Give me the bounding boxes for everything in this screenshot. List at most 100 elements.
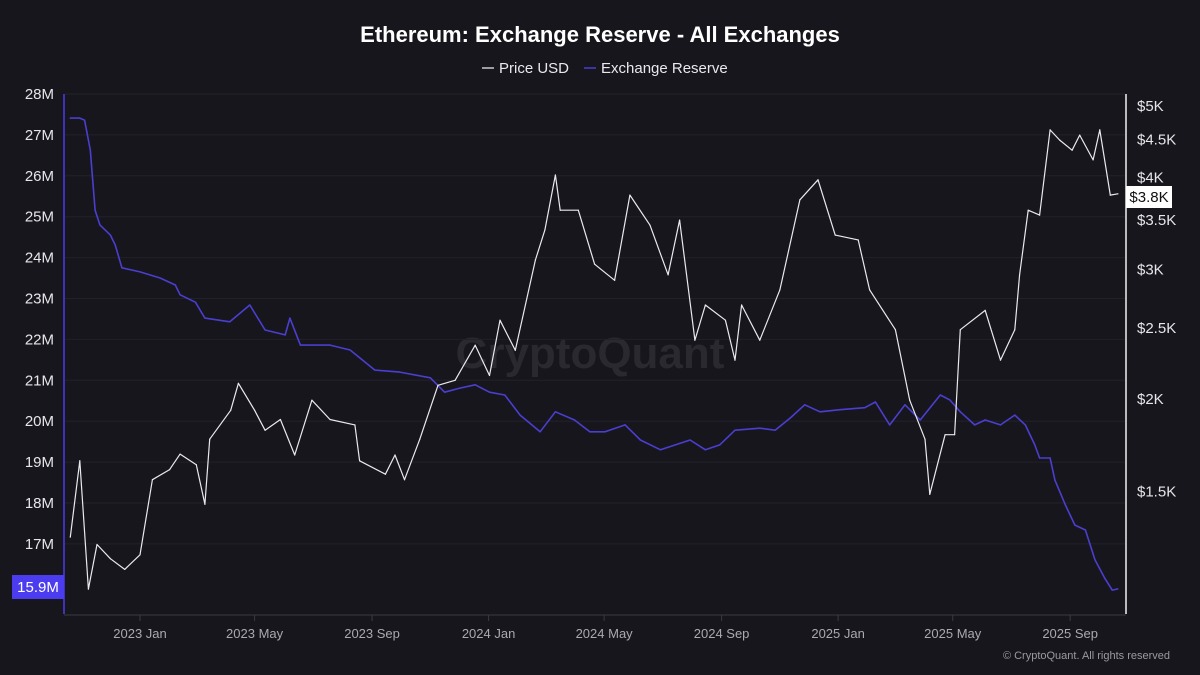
right-tick-label: $3.5K — [1137, 212, 1176, 229]
price-point — [929, 493, 931, 495]
reserve-point — [1094, 559, 1096, 561]
price-point — [667, 274, 669, 276]
legend: Price USD Exchange Reserve — [482, 60, 728, 77]
reserve-point — [264, 329, 266, 331]
price-point — [169, 469, 171, 471]
reserve-point — [488, 391, 491, 393]
price-point — [139, 554, 141, 556]
reserve-point — [1111, 589, 1113, 591]
reserve-point — [874, 401, 877, 403]
price-point — [1117, 193, 1119, 195]
reserve-point — [819, 411, 821, 413]
reserve-point — [289, 317, 291, 319]
x-axis: 2023 Jan 2023 May 2023 Sep 2024 Jan 2024 May… — [113, 615, 1098, 641]
price-point — [869, 289, 871, 291]
reserve-point — [864, 407, 866, 409]
left-tick-label: 28M — [25, 86, 54, 103]
price-point — [109, 558, 111, 560]
price-point — [474, 344, 476, 346]
price-point — [944, 434, 946, 436]
price-point — [817, 179, 819, 181]
price-point — [87, 588, 90, 590]
price-point — [151, 479, 154, 481]
right-tick-label: $5K — [1137, 98, 1164, 115]
price-point — [359, 460, 361, 462]
reserve-point — [89, 149, 92, 151]
reserve-point — [1084, 529, 1087, 531]
series-points — [69, 117, 1119, 591]
reserve-point — [329, 344, 331, 346]
left-tick-label: 25M — [25, 209, 54, 226]
x-tick-label: 2025 Sep — [1042, 626, 1098, 641]
reserve-point — [94, 209, 96, 211]
reserve-point — [159, 277, 161, 279]
reserve-point — [1064, 504, 1067, 506]
price-point — [678, 219, 681, 221]
price-point — [909, 399, 911, 401]
legend-price-label[interactable]: Price USD — [499, 60, 569, 77]
reserve-point — [759, 427, 761, 429]
price-point — [779, 289, 781, 291]
price-point — [195, 464, 197, 466]
left-tick-label: 24M — [25, 250, 54, 267]
price-point — [1109, 194, 1111, 196]
reserve-point — [984, 419, 986, 421]
price-point — [124, 568, 126, 571]
price-point — [554, 174, 557, 176]
right-axis: $5K $4.5K $4K $3.5K $3K $2.5K $2K $1.5K — [1137, 98, 1176, 500]
price-point — [403, 479, 406, 481]
left-tick-label: 26M — [25, 168, 54, 185]
reserve-point — [474, 384, 476, 386]
right-tick-label: $3K — [1137, 261, 1164, 278]
price-point — [209, 438, 211, 440]
x-tick-label: 2023 Sep — [344, 626, 400, 641]
reserve-point — [83, 119, 86, 121]
reserve-point — [959, 411, 962, 413]
price-point — [499, 319, 501, 321]
price-point — [1092, 159, 1094, 161]
price-point — [179, 453, 181, 455]
price-current-badge: $3.8K — [1126, 186, 1172, 208]
reserve-point — [639, 439, 642, 441]
reserve-point — [973, 424, 976, 426]
price-point — [69, 536, 71, 538]
price-point — [894, 329, 897, 331]
reserve-point — [299, 344, 302, 346]
reserve-current-badge-bg — [12, 575, 64, 599]
x-tick-label: 2024 Jan — [462, 626, 516, 641]
reserve-point — [519, 414, 521, 416]
left-tick-label: 20M — [25, 413, 54, 430]
legend-reserve-label[interactable]: Exchange Reserve — [601, 60, 728, 77]
price-point — [1071, 149, 1073, 151]
price-point — [454, 379, 456, 381]
reserve-point — [69, 117, 71, 119]
reserve-point — [919, 419, 921, 421]
reserve-point — [704, 449, 707, 451]
price-point — [1027, 209, 1029, 211]
price-point — [734, 359, 736, 361]
price-point — [294, 454, 296, 456]
reserve-point — [121, 267, 123, 269]
price-point — [857, 239, 859, 241]
price-point — [514, 349, 516, 351]
price-point — [834, 234, 836, 236]
price-point — [488, 374, 491, 377]
reserve-point — [109, 234, 112, 236]
reserve-point — [374, 369, 376, 371]
copyright-footer: © CryptoQuant. All rights reserved — [1003, 650, 1170, 662]
left-tick-label: 17M — [25, 536, 54, 553]
price-point — [394, 454, 396, 456]
reserve-point — [888, 424, 891, 426]
price-point — [741, 304, 743, 306]
price-point — [329, 418, 331, 421]
left-tick-label: 22M — [25, 331, 54, 348]
price-point — [959, 329, 961, 331]
reserve-point — [718, 444, 721, 446]
price-point — [694, 339, 696, 341]
reserve-point — [999, 424, 1002, 426]
price-point — [1039, 214, 1041, 216]
reserve-point — [284, 334, 286, 336]
price-point — [593, 263, 596, 265]
price-point — [954, 434, 956, 436]
price-point — [759, 339, 761, 341]
